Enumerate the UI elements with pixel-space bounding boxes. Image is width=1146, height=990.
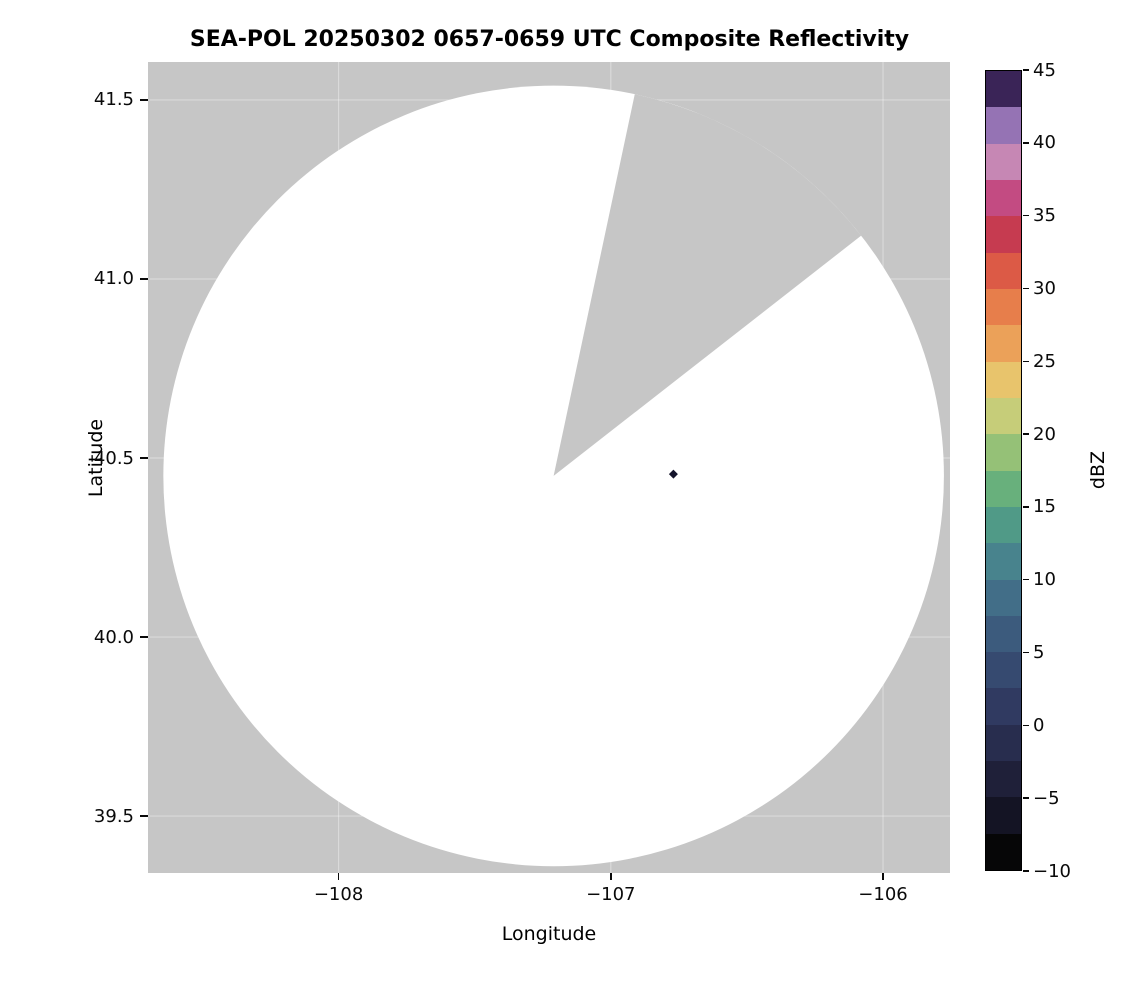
colorbar-tick-mark <box>1023 506 1029 508</box>
colorbar-tick-label: 40 <box>1033 132 1056 154</box>
colorbar-segment <box>986 615 1021 653</box>
colorbar-tick-mark <box>1023 69 1029 71</box>
y-tick-mark <box>140 99 148 101</box>
y-tick-label: 41.5 <box>93 89 134 111</box>
colorbar-segment <box>986 252 1021 289</box>
colorbar-title: dBZ <box>1087 450 1109 490</box>
x-tick-mark <box>610 873 612 880</box>
colorbar-segment <box>986 289 1021 326</box>
colorbar-tick-label: 10 <box>1033 569 1056 591</box>
y-tick-label: 39.5 <box>93 805 134 827</box>
x-tick-mark <box>337 873 340 880</box>
colorbar-tick-label: 35 <box>1033 205 1056 227</box>
y-tick-label: 41.0 <box>93 268 134 290</box>
colorbar <box>985 70 1022 871</box>
plot-area <box>148 62 950 873</box>
colorbar-tick-label: 5 <box>1033 642 1045 664</box>
colorbar-segment <box>986 216 1021 253</box>
colorbar-tick-mark <box>1023 870 1029 872</box>
colorbar-tick-label: −5 <box>1033 787 1060 809</box>
colorbar-tick-mark <box>1023 797 1029 799</box>
colorbar-segment <box>986 652 1021 689</box>
colorbar-tick-mark <box>1023 578 1029 581</box>
colorbar-tick-label: 20 <box>1033 423 1056 445</box>
colorbar-segment <box>986 724 1021 762</box>
blocked-sector <box>553 94 862 476</box>
colorbar-tick-mark <box>1023 433 1029 435</box>
colorbar-tick-label: 0 <box>1033 714 1045 736</box>
colorbar-tick-label: −10 <box>1033 860 1071 882</box>
chart-title: SEA-POL 20250302 0657-0659 UTC Composite… <box>189 27 910 52</box>
colorbar-tick-label: 25 <box>1033 350 1056 372</box>
y-tick-mark <box>140 815 148 817</box>
radar-plot <box>148 62 950 873</box>
colorbar-tick-mark <box>1023 724 1029 727</box>
x-tick-label: −108 <box>313 884 364 905</box>
colorbar-segment <box>986 107 1021 144</box>
colorbar-tick-mark <box>1023 287 1029 290</box>
colorbar-segment <box>986 761 1021 798</box>
colorbar-segment <box>986 143 1021 181</box>
colorbar-segment <box>986 543 1021 580</box>
x-tick-label: −106 <box>858 884 908 905</box>
colorbar-segment <box>986 797 1021 834</box>
radar-echo-marker <box>668 469 678 479</box>
colorbar-tick-label: 30 <box>1033 277 1056 299</box>
x-axis-title: Longitude <box>501 923 597 945</box>
colorbar-segment <box>986 71 1021 108</box>
colorbar-segment <box>986 325 1021 362</box>
y-tick-mark <box>140 457 148 459</box>
colorbar-segment <box>986 361 1021 398</box>
y-tick-label: 40.0 <box>93 626 134 648</box>
x-tick-mark <box>882 873 884 880</box>
y-tick-label: 40.5 <box>93 447 134 469</box>
colorbar-segment <box>986 397 1021 435</box>
colorbar-tick-mark <box>1023 360 1029 363</box>
x-tick-label: −107 <box>586 884 636 905</box>
colorbar-segment <box>986 579 1021 616</box>
colorbar-segment <box>986 833 1021 870</box>
colorbar-tick-label: 45 <box>1033 59 1056 81</box>
colorbar-segment <box>986 434 1021 471</box>
colorbar-segment <box>986 470 1021 507</box>
colorbar-tick-mark <box>1023 214 1029 217</box>
colorbar-tick-mark <box>1023 651 1029 654</box>
colorbar-tick-label: 15 <box>1033 496 1056 518</box>
y-tick-mark <box>140 636 148 638</box>
colorbar-segment <box>986 688 1021 725</box>
y-tick-mark <box>140 278 148 280</box>
colorbar-tick-mark <box>1023 142 1029 144</box>
colorbar-segment <box>986 180 1021 217</box>
colorbar-segment <box>986 506 1021 544</box>
